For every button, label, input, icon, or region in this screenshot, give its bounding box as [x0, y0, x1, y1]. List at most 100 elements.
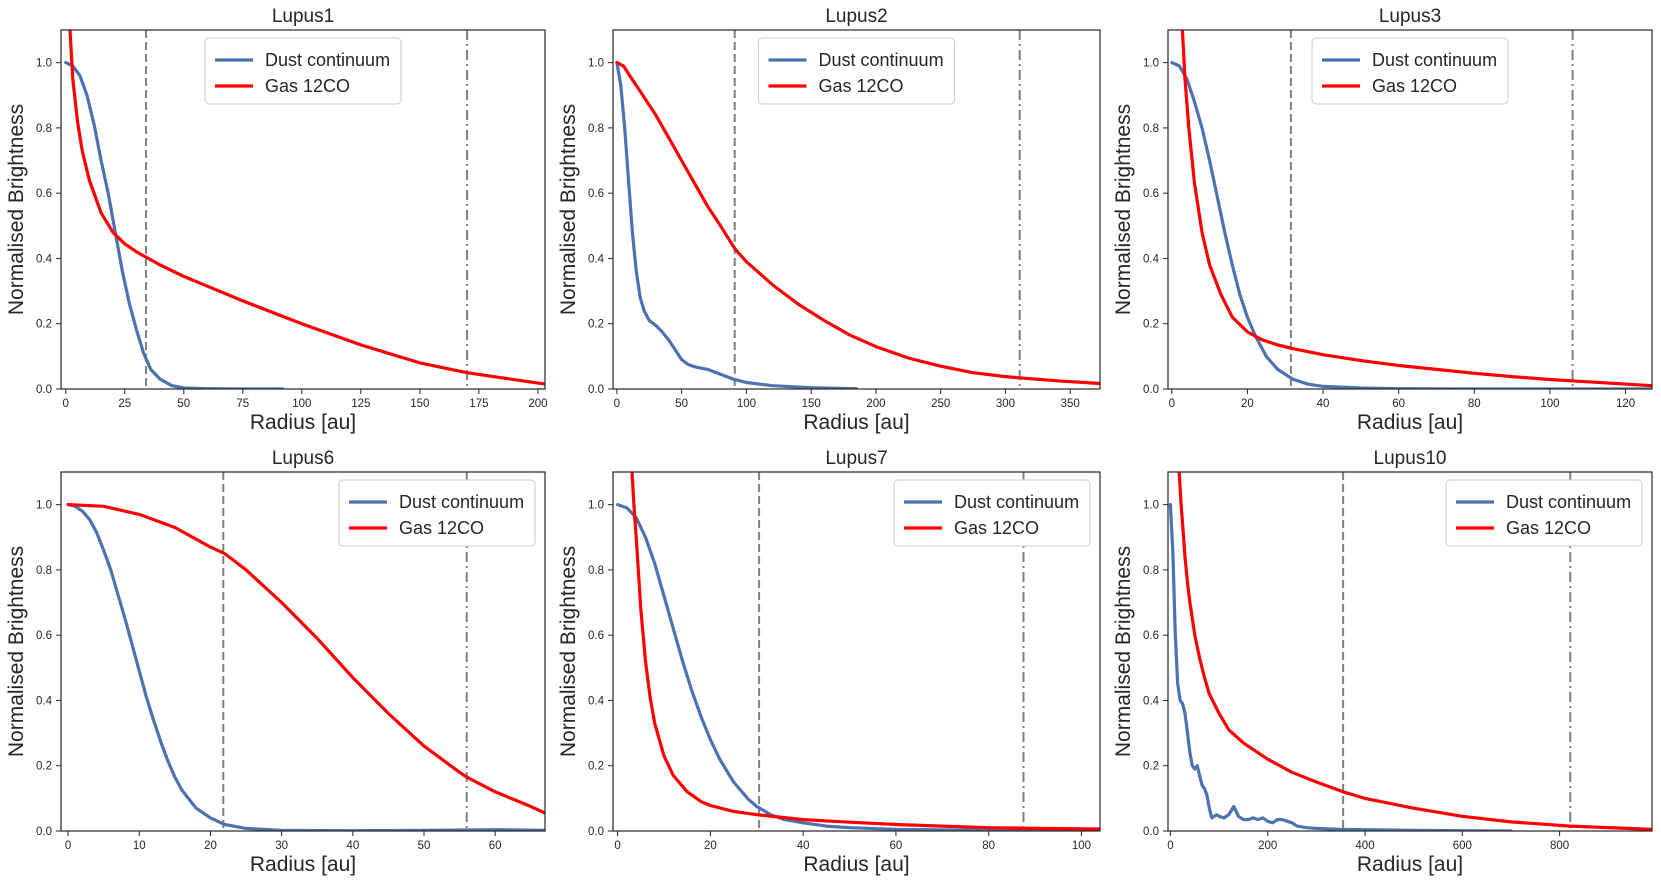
x-tick-label: 200 [528, 398, 547, 410]
x-tick-label: 50 [177, 398, 190, 410]
x-tick-label: 200 [1258, 840, 1277, 852]
x-tick-label: 40 [346, 840, 359, 852]
y-tick-label: 0.2 [588, 761, 604, 773]
y-tick-label: 0.0 [588, 826, 604, 838]
y-tick-label: 0.8 [36, 565, 52, 577]
x-tick-label: 0 [614, 840, 620, 852]
gas-12co-line [630, 472, 1100, 831]
y-tick-label: 0.4 [588, 695, 605, 707]
x-tick-label: 60 [1392, 398, 1405, 410]
y-tick-label: 0.8 [588, 565, 604, 577]
dust-continuum-line [66, 503, 545, 831]
x-tick-label: 40 [797, 840, 810, 852]
y-axis-label: Normalised Brightness [557, 546, 580, 757]
legend-entry-dust-label: Dust continuum [1372, 50, 1497, 70]
subplot-lupus3: Lupus3 0 20 40 60 80 100 120 0.0 0.2 0.4 0.6 0.8 1.0 R… [1112, 6, 1653, 434]
legend-entry-dust-label: Dust continuum [265, 50, 390, 70]
y-tick-label: 0.6 [36, 188, 52, 200]
x-tick-label: 250 [931, 398, 950, 410]
x-tick-label: 60 [489, 840, 502, 852]
x-tick-label: 20 [204, 840, 217, 852]
x-tick-label: 150 [802, 398, 821, 410]
subplot-lupus1: Lupus1 0 25 50 75 100 125 150 175 200 0.0 0.2 0.4 0.6… [5, 6, 548, 434]
legend-entry-gas-label: Gas 12CO [1372, 76, 1457, 96]
plot-frame [1167, 471, 1653, 832]
y-axis-label: Normalised Brightness [5, 546, 28, 757]
x-tick-label: 60 [890, 840, 903, 852]
x-tick-label: 200 [866, 398, 885, 410]
x-tick-label: 80 [982, 840, 995, 852]
x-axis-label: Radius [au] [1357, 411, 1463, 434]
y-tick-label: 0.8 [1143, 123, 1159, 135]
x-tick-label: 0 [63, 398, 69, 410]
y-tick-label: 0.2 [1143, 761, 1159, 773]
y-tick-label: 1.0 [588, 500, 604, 512]
y-tick-label: 0.0 [1143, 384, 1159, 396]
y-tick-label: 0.4 [588, 253, 605, 265]
x-tick-label: 0 [1167, 840, 1173, 852]
x-tick-label: 20 [1241, 398, 1254, 410]
legend-box [758, 37, 955, 105]
legend: Dust continuum Gas 12CO [758, 37, 955, 105]
y-tick-label: 0.0 [1143, 826, 1159, 838]
x-tick-label: 175 [469, 398, 488, 410]
y-tick-label: 0.6 [1143, 188, 1159, 200]
legend-box [204, 37, 402, 105]
subplot-lupus7: Lupus7 0 20 40 60 80 100 0.0 0.2 0.4 0.6 0.8 1.0 Radi… [557, 448, 1101, 876]
x-tick-label: 0 [1169, 398, 1175, 410]
x-axis-label: Radius [au] [1357, 853, 1463, 876]
plot-frame [612, 471, 1101, 832]
legend-entry-gas-label: Gas 12CO [819, 76, 904, 96]
legend-entry-gas-label: Gas 12CO [265, 76, 350, 96]
y-tick-label: 0.2 [36, 319, 52, 331]
y-axis-label: Normalised Brightness [1112, 104, 1135, 315]
y-tick-label: 0.0 [36, 384, 52, 396]
legend-entry-dust-label: Dust continuum [399, 492, 524, 512]
legend-entry-gas-label: Gas 12CO [1506, 518, 1591, 538]
x-tick-label: 0 [65, 840, 71, 852]
y-tick-label: 0.2 [1143, 319, 1159, 331]
legend-entry-dust-label: Dust continuum [954, 492, 1079, 512]
x-tick-label: 100 [1072, 840, 1091, 852]
gas-12co-line [66, 503, 545, 815]
subplot-title: Lupus2 [825, 6, 887, 27]
legend: Dust continuum Gas 12CO [338, 479, 536, 547]
legend-entry-gas-label: Gas 12CO [954, 518, 1039, 538]
plot-frame [612, 29, 1101, 390]
subplot-lupus6: Lupus6 0 10 20 30 40 50 60 0.0 0.2 0.4 0.6 0.8 1.0 Rad… [5, 448, 546, 876]
x-tick-label: 30 [275, 840, 288, 852]
y-axis-label: Normalised Brightness [1112, 546, 1135, 757]
y-tick-label: 0.6 [1143, 630, 1159, 642]
y-tick-label: 0.0 [36, 826, 52, 838]
x-tick-label: 800 [1550, 840, 1569, 852]
legend-entry-gas-label: Gas 12CO [399, 518, 484, 538]
x-tick-label: 50 [418, 840, 431, 852]
y-tick-label: 1.0 [588, 58, 604, 70]
y-tick-label: 1.0 [36, 58, 52, 70]
y-tick-label: 1.0 [36, 500, 52, 512]
y-tick-label: 0.2 [36, 761, 52, 773]
subplot-title: Lupus7 [825, 448, 887, 469]
x-tick-label: 40 [1317, 398, 1330, 410]
x-axis-label: Radius [au] [803, 411, 909, 434]
x-tick-label: 150 [410, 398, 429, 410]
legend-box [893, 479, 1091, 547]
subplot-title: Lupus1 [272, 6, 334, 27]
dust-continuum-line [615, 503, 1100, 831]
y-tick-label: 0.6 [588, 630, 604, 642]
legend-entry-dust-label: Dust continuum [819, 50, 944, 70]
legend: Dust continuum Gas 12CO [1445, 479, 1643, 547]
y-tick-label: 0.4 [36, 253, 53, 265]
y-tick-label: 1.0 [1143, 58, 1159, 70]
subplot-title: Lupus3 [1379, 6, 1441, 27]
x-tick-label: 0 [614, 398, 620, 410]
x-tick-label: 50 [675, 398, 688, 410]
subplot-title: Lupus10 [1374, 448, 1447, 469]
gas-12co-line [1180, 30, 1652, 388]
x-axis-label: Radius [au] [250, 853, 356, 876]
y-tick-label: 1.0 [1143, 500, 1159, 512]
x-tick-label: 600 [1453, 840, 1472, 852]
y-tick-label: 0.8 [588, 123, 604, 135]
legend-entry-dust-label: Dust continuum [1506, 492, 1631, 512]
x-tick-label: 400 [1355, 840, 1374, 852]
